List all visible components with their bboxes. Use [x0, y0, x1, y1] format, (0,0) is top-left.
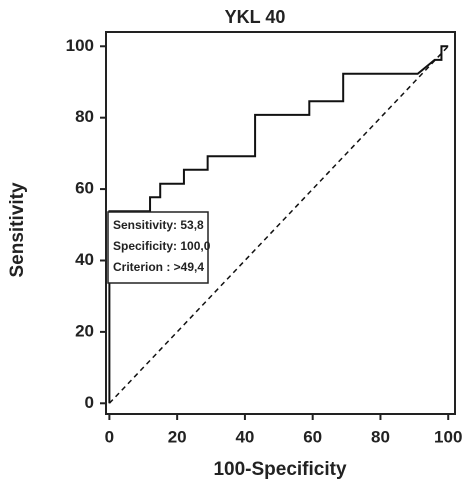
annotation-text: Sensitivity: 53,8 — [113, 218, 204, 232]
reference-line — [108, 45, 449, 404]
annotation-box: Sensitivity: 53,8 Specificity: 100,0 Crite… — [107, 211, 211, 284]
x-tick-label: 0 — [105, 427, 114, 446]
annotation-text: Specificity: 100,0 — [113, 239, 211, 253]
x-tick-label: 60 — [303, 427, 322, 446]
annotation-text: Criterion : >49,4 — [113, 260, 204, 274]
y-tick-label: 20 — [75, 321, 94, 340]
y-tick-label: 0 — [85, 393, 94, 412]
y-tick-label: 60 — [75, 179, 94, 198]
x-tick-label: 20 — [168, 427, 187, 446]
chart-title: YKL 40 — [225, 7, 286, 27]
y-tick-label: 40 — [75, 250, 94, 269]
x-tick-label: 100 — [434, 427, 462, 446]
y-tick-label: 100 — [66, 36, 94, 55]
x-tick-label: 40 — [235, 427, 254, 446]
annotation-frame — [107, 211, 209, 284]
roc-curve — [108, 45, 449, 404]
plot-frame — [105, 31, 456, 415]
y-tick-label: 80 — [75, 107, 94, 126]
y-axis-label: Sensitivity — [7, 182, 28, 277]
x-axis-label: 100-Specificity — [213, 459, 346, 480]
x-tick-label: 80 — [371, 427, 390, 446]
